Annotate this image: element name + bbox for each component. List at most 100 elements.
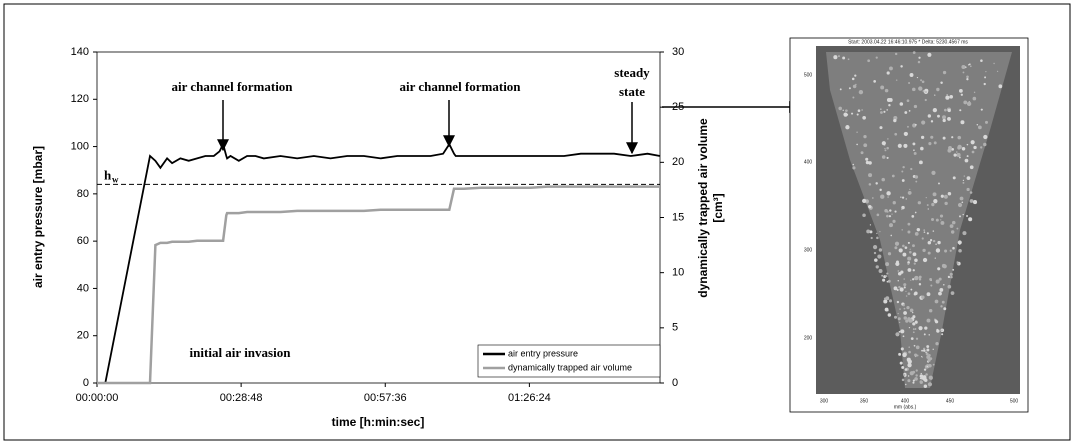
x-axis-title: time [h:min:sec]	[332, 415, 425, 429]
speckle	[901, 179, 905, 182]
speckle	[905, 383, 907, 386]
speckle	[959, 243, 961, 245]
speckle	[956, 262, 959, 265]
y2-tick-label: 30	[672, 46, 684, 58]
speckle	[957, 240, 962, 245]
speckle	[929, 277, 933, 281]
speckle	[903, 286, 906, 289]
speckle	[966, 143, 969, 146]
speckle	[950, 291, 955, 295]
speckle	[940, 81, 943, 84]
speckle	[876, 232, 878, 235]
speckle	[926, 292, 931, 297]
speckle	[861, 109, 863, 111]
speckle	[879, 126, 883, 130]
speckle	[959, 109, 962, 112]
speckle	[952, 268, 955, 271]
speckle	[930, 135, 934, 139]
speckle	[996, 70, 999, 73]
speckle	[900, 65, 903, 68]
speckle	[962, 231, 967, 236]
speckle	[927, 382, 933, 387]
speckle	[947, 117, 951, 121]
speckle	[951, 220, 956, 225]
speckle	[912, 87, 916, 92]
speckle	[926, 365, 928, 368]
speckle	[902, 352, 907, 358]
speckle	[912, 244, 915, 248]
speckle	[928, 363, 932, 368]
speckle	[874, 258, 878, 262]
speckle	[919, 374, 924, 378]
speckle	[847, 58, 850, 61]
speckle	[922, 248, 926, 253]
speckle	[912, 278, 915, 281]
y-tick-label: 140	[71, 46, 89, 58]
speckle	[871, 197, 874, 199]
speckle	[912, 311, 914, 314]
speckle	[964, 158, 969, 163]
speckle	[926, 318, 931, 323]
speckle	[888, 215, 892, 218]
speckle	[883, 110, 886, 113]
speckle	[973, 91, 976, 94]
speckle	[914, 123, 917, 126]
speckle	[904, 246, 908, 250]
speckle	[983, 134, 988, 140]
speckle	[907, 359, 912, 364]
speckle	[927, 52, 932, 57]
speckle	[918, 326, 923, 331]
speckle	[914, 258, 918, 263]
speckle	[913, 344, 916, 347]
image-x-tick: 500	[1010, 398, 1019, 404]
speckle	[928, 354, 931, 357]
speckle	[959, 215, 961, 218]
speckle	[886, 191, 891, 196]
speckle	[884, 149, 887, 152]
speckle	[921, 356, 923, 358]
speckle	[896, 300, 900, 304]
speckle	[933, 141, 937, 145]
speckle	[869, 224, 872, 226]
y2-tick-label: 15	[672, 211, 684, 223]
x-tick-label: 01:26:24	[508, 392, 551, 404]
speckle	[886, 210, 889, 213]
speckle	[879, 231, 881, 233]
speckle	[920, 146, 924, 151]
plume	[826, 52, 1012, 388]
y2-axis-title: [cm³]	[711, 193, 725, 222]
speckle	[920, 135, 925, 140]
speckle	[918, 278, 922, 281]
speckle	[971, 150, 975, 154]
speckle	[926, 204, 929, 207]
speckle	[909, 73, 914, 77]
speckle	[942, 70, 947, 75]
speckle	[957, 146, 961, 150]
speckle	[938, 182, 940, 185]
speckle	[894, 315, 898, 319]
speckle	[912, 331, 915, 334]
speckle	[980, 108, 983, 111]
speckle	[910, 337, 914, 340]
x-tick-label: 00:57:36	[364, 392, 407, 404]
speckle	[976, 124, 979, 126]
speckle	[897, 280, 899, 282]
speckle	[943, 194, 948, 199]
speckle	[931, 170, 936, 175]
speckle	[907, 268, 912, 272]
speckle	[852, 96, 855, 99]
image-x-tick: 450	[946, 398, 955, 404]
speckle	[863, 143, 868, 148]
speckle	[907, 125, 909, 128]
speckle	[903, 131, 908, 137]
speckle	[916, 227, 921, 232]
speckle	[938, 291, 942, 296]
speckle	[887, 138, 889, 140]
speckle	[898, 352, 902, 356]
speckle	[969, 199, 974, 203]
speckle	[894, 132, 898, 136]
legend-label: air entry pressure	[508, 348, 578, 358]
speckle	[908, 350, 911, 354]
speckle	[908, 110, 911, 112]
speckle	[851, 112, 854, 115]
